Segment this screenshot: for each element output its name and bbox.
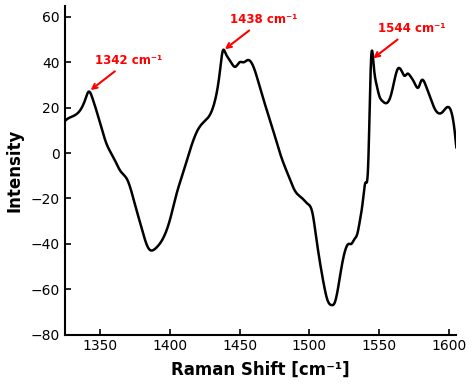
X-axis label: Raman Shift [cm⁻¹]: Raman Shift [cm⁻¹] [171,361,350,379]
Text: 1438 cm⁻¹: 1438 cm⁻¹ [227,13,297,48]
Text: 1342 cm⁻¹: 1342 cm⁻¹ [92,54,163,89]
Y-axis label: Intensity: Intensity [6,128,24,212]
Text: 1544 cm⁻¹: 1544 cm⁻¹ [375,22,446,57]
